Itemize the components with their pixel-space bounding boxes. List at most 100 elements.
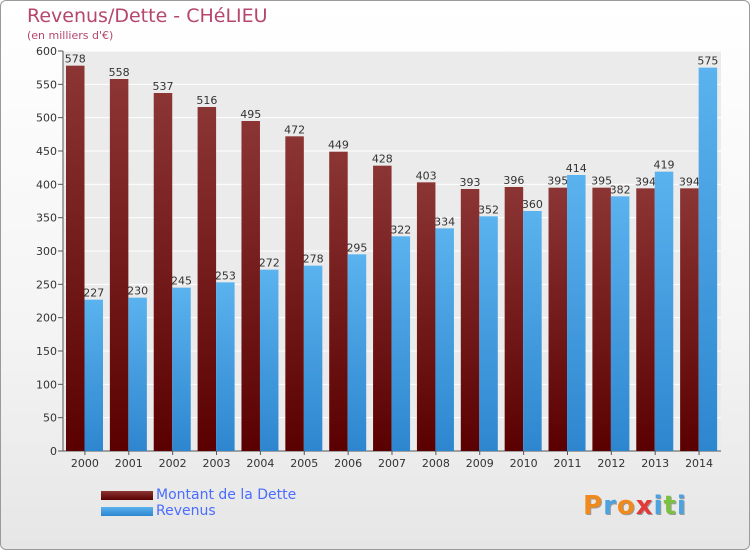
legend-label-dette: Montant de la Dette	[156, 487, 297, 503]
data-label: 396	[503, 174, 524, 187]
bar-dette	[416, 182, 436, 452]
bar-revenus	[216, 282, 235, 451]
bar-revenus	[84, 299, 103, 451]
bar-revenus	[128, 297, 147, 451]
data-label: 419	[654, 159, 675, 172]
legend-label-revenus: Revenus	[156, 503, 216, 519]
data-label: 253	[215, 269, 236, 282]
y-tick-label: 0	[50, 445, 57, 458]
y-tick-label: 200	[36, 312, 57, 325]
y-tick-label: 400	[36, 178, 57, 191]
data-label: 414	[566, 162, 587, 175]
x-tick-label: 2006	[334, 457, 362, 470]
data-label: 227	[83, 287, 104, 300]
data-label: 403	[416, 169, 437, 182]
bar-dette	[592, 187, 611, 451]
data-label: 395	[591, 175, 612, 188]
data-label: 449	[328, 139, 349, 152]
bar-dette	[241, 121, 260, 451]
bar-dette	[109, 79, 129, 451]
bar-dette	[548, 187, 568, 451]
bar-revenus	[347, 254, 367, 451]
x-tick-label: 2000	[71, 457, 99, 470]
data-label: 278	[303, 253, 324, 266]
data-label: 322	[390, 223, 411, 236]
bar-revenus	[523, 211, 542, 451]
data-label: 393	[460, 176, 481, 189]
x-tick-label: 2008	[422, 457, 450, 470]
data-label: 558	[109, 66, 130, 79]
data-label: 516	[196, 94, 217, 107]
bar-revenus	[567, 175, 586, 451]
data-label: 472	[284, 123, 305, 136]
bar-dette	[373, 165, 392, 451]
bar-dette	[285, 136, 304, 452]
bar-dette	[153, 93, 173, 451]
y-tick-label: 350	[36, 212, 57, 225]
x-tick-label: 2005	[290, 457, 318, 470]
y-tick-label: 300	[36, 245, 57, 258]
bar-revenus	[172, 287, 191, 451]
bar-revenus	[610, 196, 630, 451]
x-tick-label: 2007	[378, 457, 406, 470]
data-label: 245	[171, 275, 192, 288]
data-label: 272	[259, 257, 280, 270]
y-tick-label: 50	[43, 412, 57, 425]
data-label: 334	[434, 215, 455, 228]
x-tick-label: 2011	[553, 457, 581, 470]
bar-dette	[197, 107, 217, 451]
bar-revenus	[259, 269, 279, 451]
bar-dette	[329, 151, 348, 451]
logo-letter: i	[676, 491, 687, 521]
data-label: 537	[152, 80, 173, 93]
bar-revenus	[698, 67, 718, 452]
data-label: 352	[478, 203, 499, 216]
logo-letter: i	[653, 491, 664, 521]
bar-revenus	[435, 228, 454, 451]
data-label: 578	[65, 53, 86, 66]
x-tick-label: 2009	[466, 457, 494, 470]
x-tick-label: 2003	[203, 457, 231, 470]
chart-subtitle: (en milliers d'€)	[27, 29, 114, 42]
x-tick-label: 2004	[246, 457, 274, 470]
legend-swatch-revenus	[101, 507, 153, 516]
y-tick-label: 550	[36, 78, 57, 91]
data-label: 295	[346, 241, 367, 254]
bar-dette	[504, 187, 524, 451]
x-tick-label: 2010	[510, 457, 538, 470]
chart-title: Revenus/Dette - CHéLIEU	[27, 5, 268, 27]
x-tick-label: 2012	[597, 457, 625, 470]
x-tick-label: 2002	[159, 457, 187, 470]
y-tick-label: 600	[36, 45, 57, 58]
data-label: 394	[635, 175, 656, 188]
x-tick-label: 2014	[685, 457, 713, 470]
x-tick-label: 2013	[641, 457, 669, 470]
logo-letter: x	[635, 491, 654, 521]
logo-letter: t	[663, 491, 677, 521]
bar-revenus	[391, 236, 411, 451]
logo-letter: r	[603, 491, 617, 521]
data-label: 394	[679, 175, 700, 188]
bar-dette	[636, 188, 655, 452]
bar-revenus	[303, 265, 323, 451]
y-tick-label: 150	[36, 345, 57, 358]
data-label: 360	[522, 198, 543, 211]
bar-dette	[460, 189, 480, 451]
y-tick-label: 100	[36, 378, 57, 391]
data-label: 382	[610, 183, 631, 196]
x-tick-label: 2001	[115, 457, 143, 470]
bar-revenus	[479, 216, 498, 451]
y-tick-label: 450	[36, 145, 57, 158]
data-label: 495	[240, 108, 261, 121]
data-label: 575	[697, 55, 718, 68]
logo-letter: P	[583, 491, 604, 521]
proxiti-logo: Proxiti	[583, 491, 687, 521]
y-tick-label: 250	[36, 278, 57, 291]
bar-revenus	[654, 171, 674, 451]
y-tick-label: 500	[36, 112, 57, 125]
data-label: 428	[372, 153, 393, 166]
logo-letter: o	[616, 491, 636, 521]
legend-swatch-dette	[101, 491, 153, 500]
